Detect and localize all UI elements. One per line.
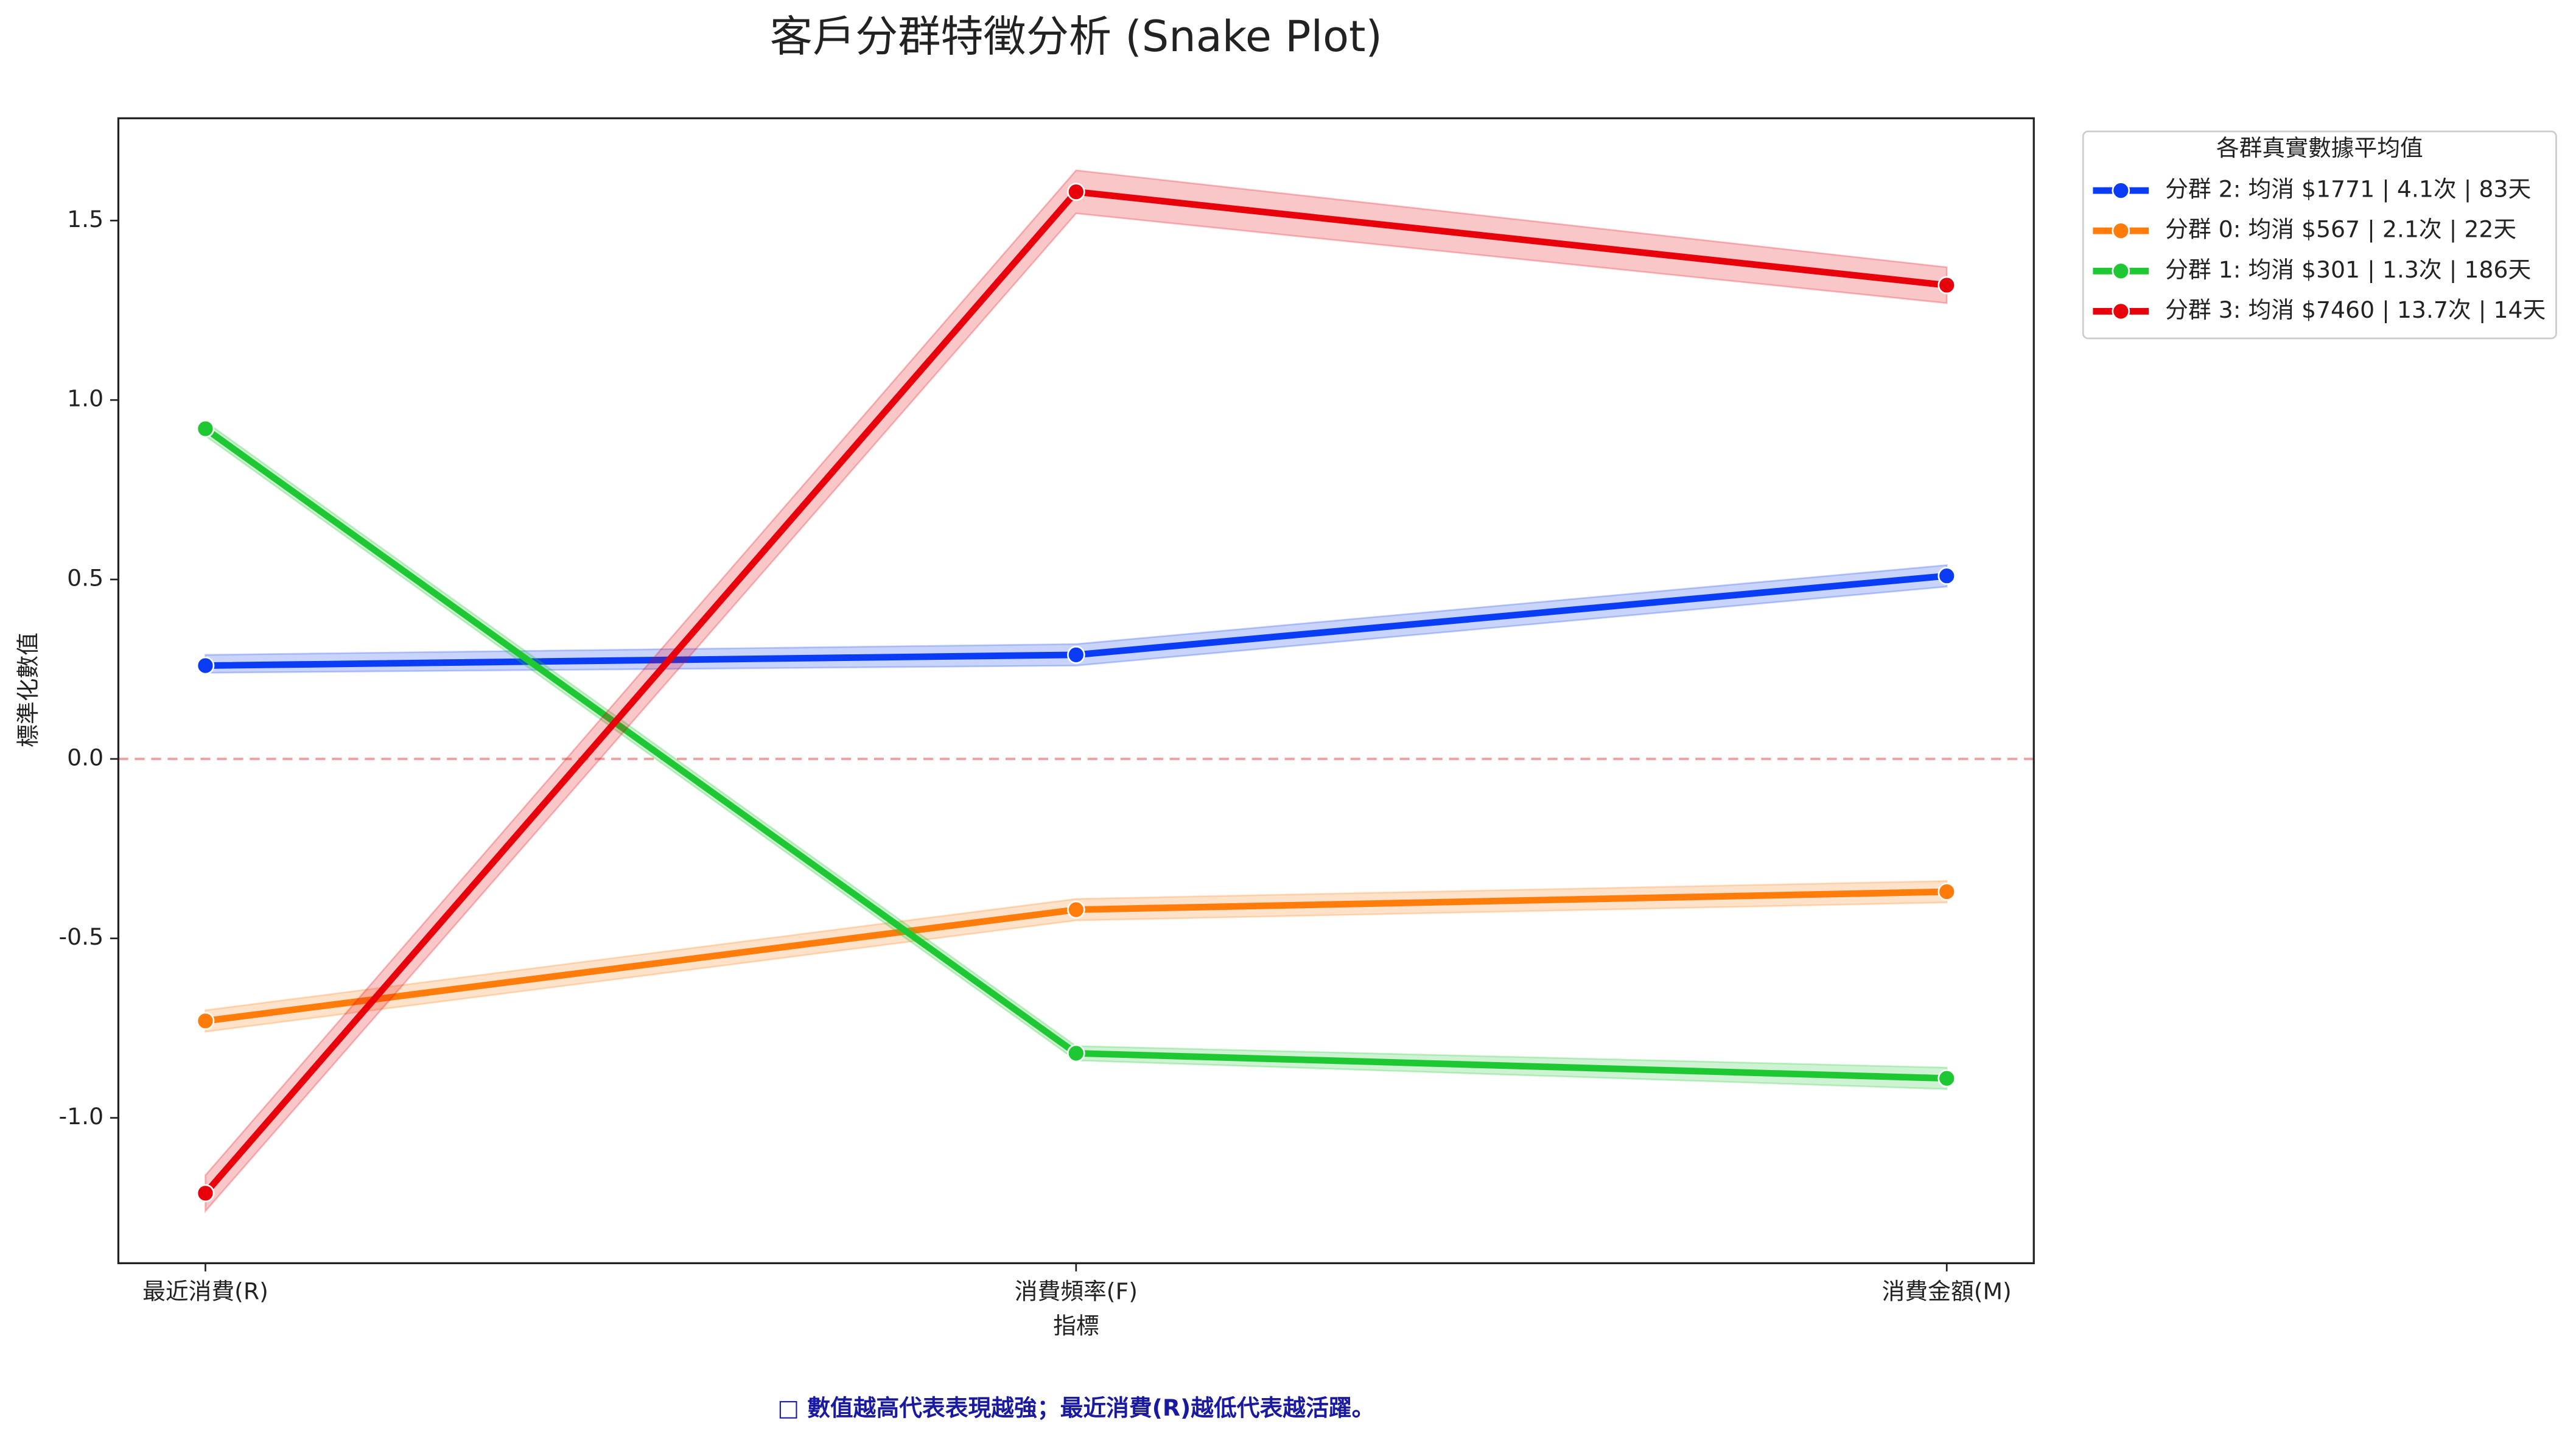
confidence-band (205, 169, 1948, 1214)
legend-marker (2112, 262, 2130, 281)
y-tick-label: -1.0 (58, 1103, 103, 1130)
point (1067, 900, 1085, 919)
point (1067, 1044, 1085, 1063)
legend-marker (2112, 181, 2130, 200)
x-tick-label: 消費頻率(F) (1015, 1278, 1138, 1304)
series-line (203, 188, 1947, 1195)
legend-marker (2112, 222, 2130, 240)
footnote: □ 數值越高代表表現越強；最近消費(R)越低代表越活躍。 (777, 1394, 1374, 1421)
legend-label: 分群 2: 均消 $1771 | 4.1次 | 83天 (2165, 176, 2531, 203)
legend-marker (2112, 302, 2130, 321)
y-axis-label: 標準化數值 (15, 632, 41, 747)
x-axis-label: 指標 (1053, 1312, 1099, 1339)
point (1067, 646, 1085, 664)
point (1937, 883, 1956, 901)
point (196, 656, 215, 675)
point (1067, 183, 1085, 201)
plot-frame (117, 117, 2035, 1265)
y-tick-label: 1.0 (67, 385, 103, 412)
point (196, 1184, 215, 1203)
legend-title: 各群真實數據平均值 (2216, 135, 2423, 161)
x-tick-label: 最近消費(R) (142, 1278, 268, 1304)
chart-title: 客戶分群特徵分析 (Snake Plot) (770, 12, 1382, 61)
y-tick-label: 0.5 (67, 565, 103, 592)
legend-box (2082, 130, 2557, 340)
point (1937, 276, 1956, 295)
point (196, 419, 215, 438)
point (1937, 567, 1956, 585)
y-tick-label: -0.5 (58, 923, 103, 950)
legend-label: 分群 3: 均消 $7460 | 13.7次 | 14天 (2165, 296, 2546, 324)
legend-label: 分群 1: 均消 $301 | 1.3次 | 186天 (2165, 256, 2531, 284)
point (1937, 1069, 1956, 1088)
y-tick-label: 0.0 (67, 744, 103, 771)
y-tick-label: 1.5 (67, 206, 103, 233)
x-tick-label: 消費金額(M) (1882, 1278, 2012, 1304)
point (196, 1012, 215, 1030)
legend-label: 分群 0: 均消 $567 | 2.1次 | 22天 (2165, 216, 2516, 243)
